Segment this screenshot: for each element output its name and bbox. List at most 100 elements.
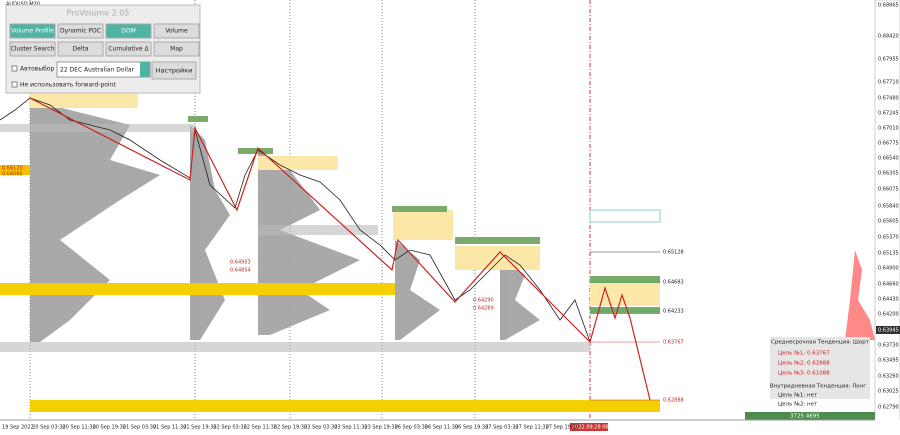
intraday-trend: Внутридневная Тенденция: Лонг [770,384,866,390]
time-label: 23 Sep 03:30 [304,425,337,431]
time-label: 21 Sep 03:30 [123,425,156,431]
price-label: 0.67245 [878,111,899,117]
panel-button[interactable] [105,23,152,39]
panel-button-label[interactable]: Cumulative Δ [108,46,149,53]
panel-button-label[interactable]: Volume Profile [11,28,54,35]
current-price-box [876,326,900,334]
price-label: 0.62790 [878,405,899,411]
time-label: 19 Sep 2022 [2,425,34,431]
settings-button[interactable] [151,61,197,80]
dropdown-arrow[interactable] [140,62,150,77]
zigzag [29,97,651,401]
price-label: 0.65840 [878,204,899,210]
panel-button[interactable] [105,41,152,57]
level-lines [590,251,660,401]
poc-band [0,124,195,132]
time-label: 21 Sep 11:30 [153,425,186,431]
time-label: 27 Sep 03:30 [485,425,518,431]
level-label: 0.64683 [663,280,684,286]
time-label: 23 Sep 19:30 [364,425,397,431]
target: Цель №1: нет [778,393,818,399]
time-label: 20 Sep 03:30 [32,425,65,431]
level-label: 0.65128 [663,250,684,256]
volume-text: 3725 4695 [790,414,820,420]
price-label: 0.67480 [878,96,899,102]
price-label: 0.64200 [878,312,899,318]
price-label: 0.67955 [878,57,899,63]
level-band [0,165,30,175]
panel-button-label[interactable]: Volume [165,28,188,35]
checkbox-label[interactable]: Автовыбор [20,66,54,73]
price-label: 0.63025 [878,389,899,395]
panel-button[interactable] [153,23,200,39]
price-label: 0.65370 [878,235,899,241]
price-label: 0.68420 [878,34,899,40]
price-label: 0.67010 [878,126,899,132]
poc-band [0,342,590,352]
time-label: 23 Sep 11:30 [334,425,367,431]
level-label: 0.62888 [663,398,684,404]
target: Цель №1: 0.63767 [778,351,830,357]
price-label: 0.64900 [878,266,899,272]
volume-bar [745,412,875,420]
panel-button-label[interactable]: Dynamic POC [60,28,101,35]
time-label: 26 Sep 19:30 [455,425,488,431]
checkbox[interactable] [11,65,18,72]
small-price-label: 0.64953 [230,260,251,266]
target: Цель №2: 0.62888 [778,361,830,367]
panel: ProVolume 2.05 Автовыбор 22 DEC Australi… [5,4,201,94]
current-time: 2022.09.28 06:00 [572,425,617,431]
small-price-label: 0.64854 [230,268,251,274]
checkbox[interactable] [11,81,18,88]
small-price-label: 0.66120 [2,166,23,172]
panel-button[interactable] [153,41,200,57]
time-label: 20 Sep 19:30 [93,425,126,431]
settings-label[interactable]: Настройки [156,67,193,75]
current-price: 0.63945 [878,328,899,334]
target-box [589,209,661,223]
panel-button[interactable] [9,41,56,57]
time-label: 20 Sep 11:30 [62,425,95,431]
value-areas [30,92,660,306]
level-band [0,283,395,295]
dropdown-value[interactable]: 22 DEC Australian Dollar [60,67,135,74]
checkbox-label[interactable]: Не использовать forward-point [20,82,116,89]
price-label: 0.63730 [878,343,899,349]
time-label: 22 Sep 11:30 [244,425,277,431]
panel-button[interactable] [57,41,104,57]
price-label: 0.63260 [878,374,899,380]
price-label: 0.66540 [878,156,899,162]
mid-trend: Среднесрочная Тенденция: Шорт [771,340,870,346]
price-label: 0.65605 [878,219,899,225]
panel-button-label[interactable]: Delta [72,46,88,53]
small-price-label: 0.64269 [473,306,494,312]
price-label: 0.64430 [878,297,899,303]
time-label: 27 Sep 11:30 [515,425,548,431]
time-axis [0,420,900,435]
level-label: 0.64233 [663,309,684,315]
time-label: 27 Sep 19:30 [546,425,579,431]
zone-bars [188,116,660,314]
price-axis [874,0,900,435]
panel-button[interactable] [57,23,104,39]
time-label: 22 Sep 19:30 [274,425,307,431]
price-label: 0.66775 [878,141,899,147]
panel-button-label[interactable]: Map [170,46,183,53]
level-label: 0.63767 [663,340,684,346]
panel-title: ProVolume 2.05 [67,9,130,18]
time-label: 21 Sep 19:30 [183,425,216,431]
price-line [0,97,591,343]
level-band [30,400,660,412]
poc-band [258,225,378,235]
small-price-label: 0.66065 [2,172,23,178]
price-label: 0.67710 [878,80,899,86]
panel-button-label[interactable]: Cluster Search [11,46,55,53]
panel-button-label[interactable]: DOM [121,28,136,35]
time-label: 22 Sep 03:30 [213,425,246,431]
dom-histogram [845,250,875,340]
info-box [770,337,870,399]
target: Цель №3: 0.61088 [778,371,830,377]
panel-button[interactable] [9,23,56,39]
price-label: 0.66075 [878,187,899,193]
